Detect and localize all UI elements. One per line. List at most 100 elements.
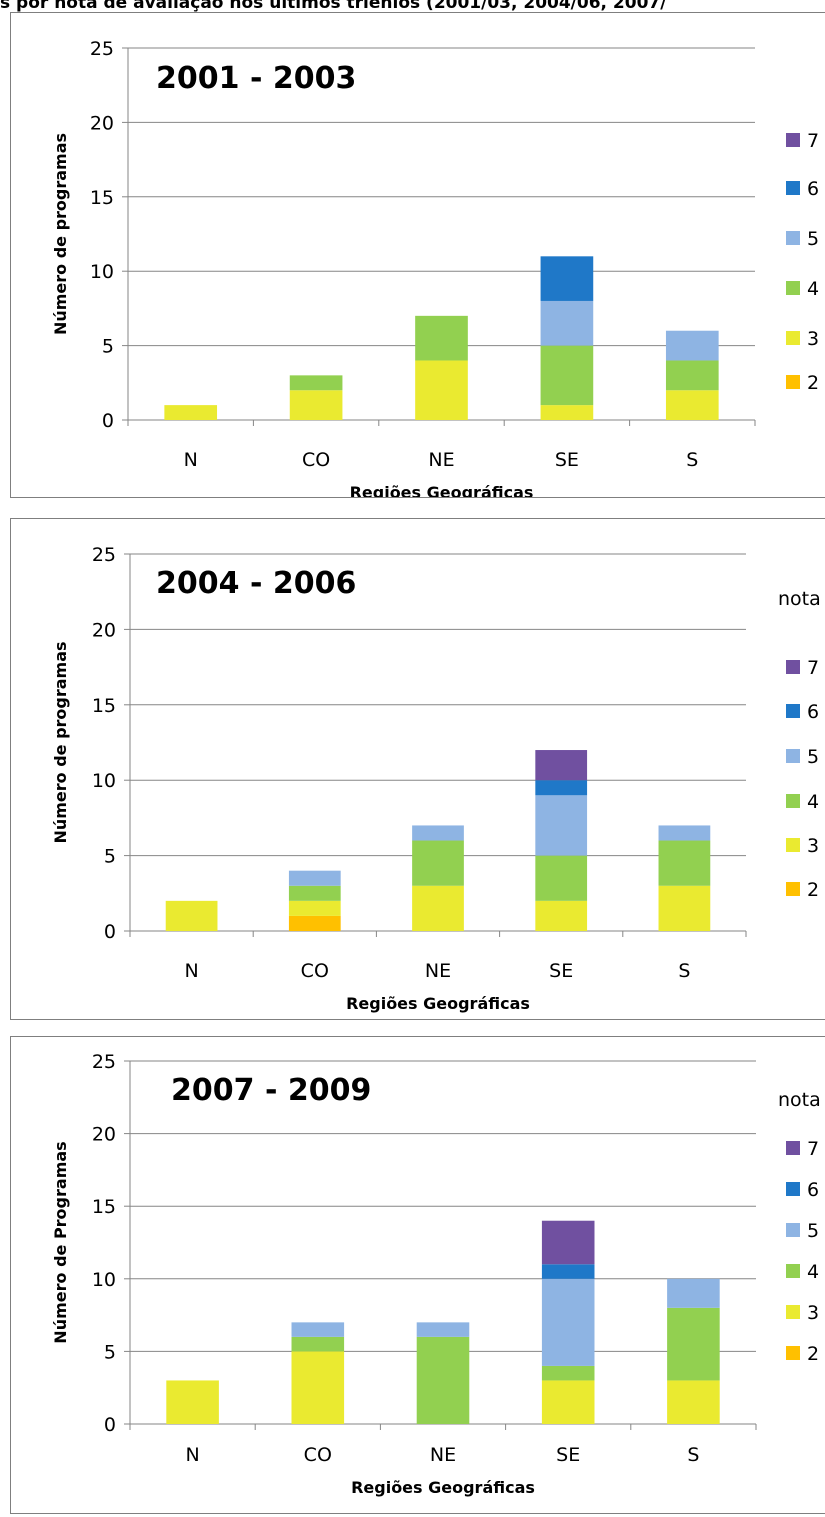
legend-label-7: 7	[807, 657, 819, 679]
bar-SE-nota-4	[535, 855, 588, 901]
legend-label-4: 4	[807, 1261, 819, 1283]
bar-N-nota-3	[166, 1380, 219, 1424]
bar-SE-nota-7	[541, 1220, 595, 1265]
y-tick-label: 25	[90, 38, 114, 60]
legend-title: nota	[778, 1089, 821, 1111]
bar-SE-nota-3	[535, 900, 588, 931]
legend-swatch-3	[786, 331, 800, 345]
bar-SE-nota-6	[541, 1264, 595, 1279]
legend-label-7: 7	[807, 130, 819, 152]
x-tick-label: N	[185, 1444, 199, 1466]
y-axis-label: Número de programas	[51, 133, 70, 335]
legend-title: nota	[778, 588, 821, 610]
chart-panel-2004-2006: 0 5 10 15 20 25 N CO NE SE S 2004 - 2006 Regiões Geo…	[10, 518, 825, 1020]
bar-NE-nota-5	[412, 825, 464, 841]
legend-swatch-6	[786, 1182, 800, 1196]
legend-swatch-4	[786, 794, 800, 808]
legend-label-5: 5	[807, 746, 819, 768]
legend-label-5: 5	[807, 228, 819, 250]
x-axis-label: Regiões Geográficas	[346, 994, 530, 1013]
y-tick-label: 0	[104, 921, 116, 943]
x-tick-label: SE	[556, 1444, 580, 1466]
legend-label-4: 4	[807, 278, 819, 300]
bar-SE-nota-3	[541, 1380, 595, 1424]
bar-N-nota-3	[164, 405, 218, 420]
legend-swatch-5	[786, 1223, 800, 1237]
legend-swatch-5	[786, 231, 800, 245]
legend-swatch-7	[786, 133, 800, 147]
legend-swatch-3	[786, 838, 800, 852]
y-axis-label: Número de programas	[51, 641, 70, 843]
bar-S-nota-4	[658, 840, 711, 886]
bar-SE-nota-3	[540, 405, 594, 420]
bar-SE-nota-6	[535, 780, 588, 796]
x-tick-label: NE	[425, 960, 451, 982]
x-tick-label: SE	[549, 960, 573, 982]
legend-label-6: 6	[807, 1179, 819, 1201]
bar-SE-nota-6	[540, 256, 594, 301]
x-tick-label: N	[184, 449, 198, 471]
x-tick-label: NE	[428, 449, 454, 471]
legend-swatch-7	[786, 660, 800, 674]
chart-panel-2007-2009: 0 5 10 15 20 25 N CO NE SE S 2007 - 2009 Regiões Geo…	[10, 1036, 825, 1514]
page-caption: s por nota de avaliação nos últimos triê…	[0, 0, 667, 13]
y-tick-label: 25	[92, 1051, 116, 1073]
bar-CO-nota-3	[289, 390, 343, 420]
x-tick-label: S	[687, 1444, 699, 1466]
x-tick-label: CO	[304, 1444, 332, 1466]
y-tick-label: 0	[102, 410, 114, 432]
y-tick-label: 25	[92, 544, 116, 566]
legend-label-2: 2	[807, 1343, 819, 1365]
chart-title: 2001 - 2003	[156, 61, 356, 96]
bar-CO-nota-5	[291, 1322, 345, 1337]
y-tick-label: 15	[92, 695, 116, 717]
legend-swatch-4	[786, 281, 800, 295]
bar-CO-nota-3	[288, 900, 341, 916]
x-axis-label: Regiões Geográficas	[350, 483, 534, 497]
y-axis-label: Número de Programas	[51, 1141, 70, 1343]
y-tick-label: 20	[92, 1124, 116, 1146]
legend-swatch-5	[786, 749, 800, 763]
y-tick-label: 10	[92, 1269, 116, 1291]
y-tick-label: 10	[92, 770, 116, 792]
legend-swatch-3	[786, 1305, 800, 1319]
x-tick-label: NE	[430, 1444, 456, 1466]
y-tick-label: 5	[104, 846, 116, 868]
y-tick-label: 20	[92, 619, 116, 641]
bar-CO-nota-4	[288, 885, 341, 901]
legend-label-3: 3	[807, 1302, 819, 1324]
legend-swatch-2	[786, 882, 800, 896]
legend-swatch-2	[786, 1346, 800, 1360]
legend-label-2: 2	[807, 372, 819, 394]
legend-swatch-6	[786, 181, 800, 195]
bar-NE-nota-3	[412, 885, 464, 931]
x-tick-label: SE	[555, 449, 579, 471]
bar-SE-nota-5	[541, 1278, 595, 1366]
legend-swatch-2	[786, 375, 800, 389]
y-tick-label: 10	[90, 261, 114, 283]
chart-title: 2007 - 2009	[171, 1073, 371, 1108]
bar-CO-nota-4	[291, 1336, 345, 1352]
bar-S-nota-5	[667, 1278, 720, 1308]
x-tick-label: S	[678, 960, 690, 982]
y-tick-label: 5	[102, 336, 114, 358]
x-tick-label: CO	[302, 449, 330, 471]
legend-label-6: 6	[807, 701, 819, 723]
bar-SE-nota-5	[535, 795, 588, 856]
x-tick-label: CO	[301, 960, 329, 982]
bar-NE-nota-5	[416, 1322, 470, 1337]
bar-S-nota-5	[665, 330, 719, 361]
bar-S-nota-3	[667, 1380, 720, 1424]
x-axis-label: Regiões Geográficas	[351, 1478, 535, 1497]
bar-NE-nota-4	[416, 1336, 470, 1424]
bar-SE-nota-4	[540, 345, 594, 406]
y-tick-label: 15	[90, 187, 114, 209]
legend-label-7: 7	[807, 1138, 819, 1160]
chart-title: 2004 - 2006	[156, 566, 356, 601]
bar-NE-nota-4	[415, 315, 468, 361]
legend-swatch-6	[786, 704, 800, 718]
y-tick-label: 5	[104, 1341, 116, 1363]
legend-label-6: 6	[807, 178, 819, 200]
